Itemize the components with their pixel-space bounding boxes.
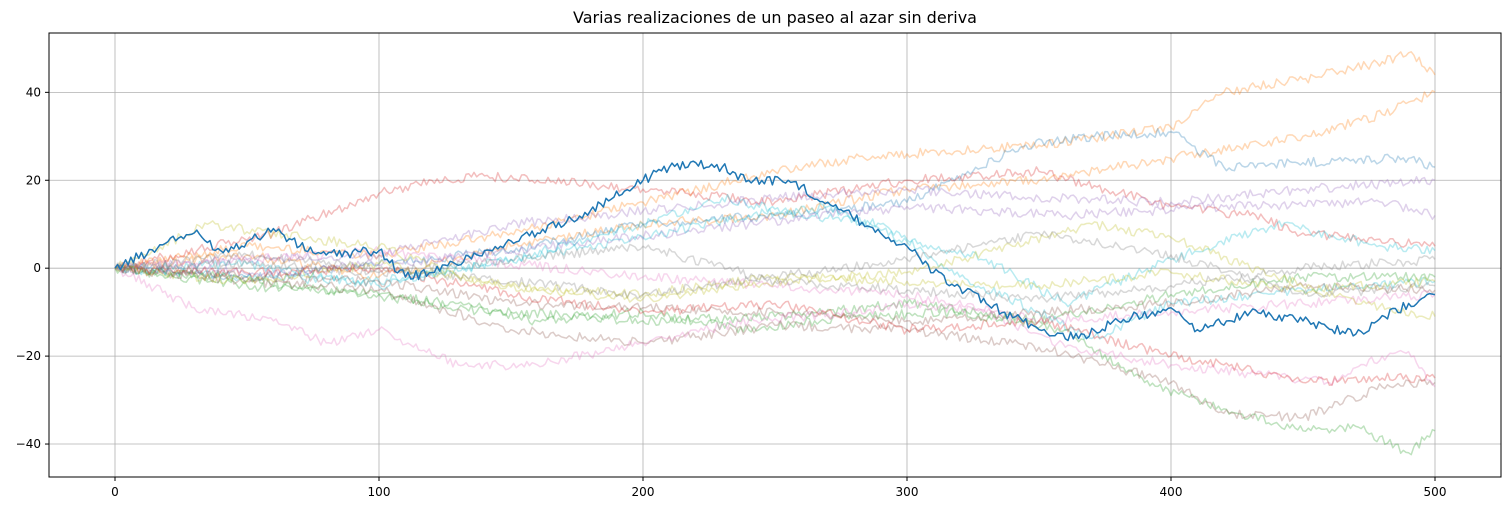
series-line-7 — [114, 202, 1436, 308]
x-tick-label: 500 — [1424, 485, 1447, 499]
series-line-2 — [114, 89, 1436, 281]
series-line-13 — [114, 265, 1436, 388]
x-tick-label: 200 — [632, 485, 655, 499]
series-line-8 — [115, 193, 1436, 340]
series-line-9 — [114, 264, 1436, 456]
series-line-5 — [114, 176, 1436, 271]
x-tick-label: 100 — [368, 485, 391, 499]
series-line-10 — [114, 264, 1436, 326]
series-line-6 — [115, 197, 1436, 277]
y-tick-label: −40 — [16, 437, 41, 451]
series-line-0 — [114, 159, 1436, 342]
series-line-15 — [114, 220, 1436, 320]
y-tick-label: 40 — [26, 85, 41, 99]
series-line-3 — [114, 127, 1436, 282]
y-tick-label: 20 — [26, 173, 41, 187]
chart-title: Varias realizaciones de un paseo al azar… — [573, 8, 977, 27]
x-tick-label: 0 — [111, 485, 119, 499]
series-line-16 — [114, 259, 1436, 299]
series-line-11 — [114, 264, 1436, 423]
axis-ticks: 0 100 200 300 400 500 −40 −20 0 20 40 — [16, 85, 1447, 499]
y-tick-label: −20 — [16, 349, 41, 363]
series-line-12 — [114, 264, 1436, 326]
series-line-4 — [114, 166, 1436, 270]
series-line-18 — [114, 243, 1436, 303]
series-line-17 — [114, 230, 1436, 300]
plot-frame — [48, 32, 1502, 478]
series-line-1 — [114, 51, 1436, 271]
grid — [49, 33, 1501, 477]
x-tick-label: 300 — [896, 485, 919, 499]
series-line-19 — [114, 263, 1436, 386]
series-lines — [114, 51, 1436, 456]
x-tick-label: 400 — [1160, 485, 1183, 499]
y-tick-label: 0 — [33, 261, 41, 275]
